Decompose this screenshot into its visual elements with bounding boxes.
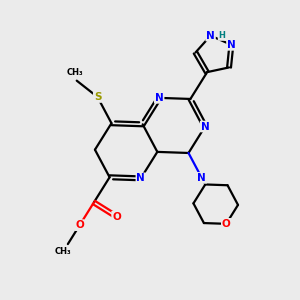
Text: CH₃: CH₃	[67, 68, 84, 77]
Text: N: N	[136, 173, 145, 183]
Text: H: H	[218, 31, 225, 40]
Text: N: N	[197, 173, 206, 183]
Text: N: N	[227, 40, 236, 50]
Text: N: N	[155, 93, 164, 103]
Text: N: N	[201, 122, 209, 131]
Text: S: S	[94, 92, 101, 102]
Text: CH₃: CH₃	[55, 247, 71, 256]
Text: O: O	[75, 220, 84, 230]
Text: N: N	[206, 31, 215, 40]
Text: O: O	[112, 212, 121, 222]
Text: O: O	[222, 219, 231, 229]
